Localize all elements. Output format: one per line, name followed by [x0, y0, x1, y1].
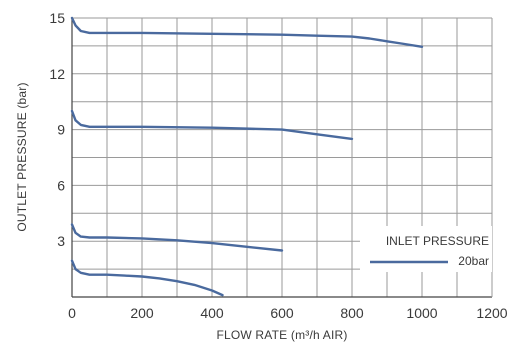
series-line-3 — [70, 223, 284, 252]
axes — [71, 17, 493, 298]
x-tick-label: 0 — [68, 305, 76, 321]
legend-entry-20bar: 20bar — [458, 254, 489, 268]
series-lines — [70, 16, 424, 297]
x-tick-label: 200 — [130, 305, 154, 321]
y-tick-label: 6 — [57, 177, 65, 193]
y-tick-label: 15 — [49, 10, 65, 26]
x-tick-label: 600 — [270, 305, 294, 321]
x-tick-label: 1000 — [406, 305, 437, 321]
y-tick-label: 9 — [57, 122, 65, 138]
y-tick-labels: 3 6 9 12 15 — [49, 10, 65, 249]
x-tick-label: 400 — [200, 305, 224, 321]
x-tick-labels: 0 200 400 600 800 1000 1200 — [68, 305, 508, 321]
legend: INLET PRESSURE 20bar — [360, 226, 492, 272]
series-line-1 — [70, 16, 424, 48]
y-tick-label: 12 — [49, 66, 65, 82]
x-tick-label: 1200 — [476, 305, 507, 321]
series-line-2 — [70, 109, 354, 141]
x-axis-title: FLOW RATE (m³/h AIR) — [216, 328, 347, 342]
legend-title: INLET PRESSURE — [386, 234, 489, 248]
legend-background — [360, 226, 492, 272]
series-line-4 — [70, 259, 224, 297]
y-tick-label: 3 — [57, 233, 65, 249]
x-tick-label: 800 — [340, 305, 364, 321]
y-axis-title: OUTLET PRESSURE (bar) — [15, 82, 29, 231]
